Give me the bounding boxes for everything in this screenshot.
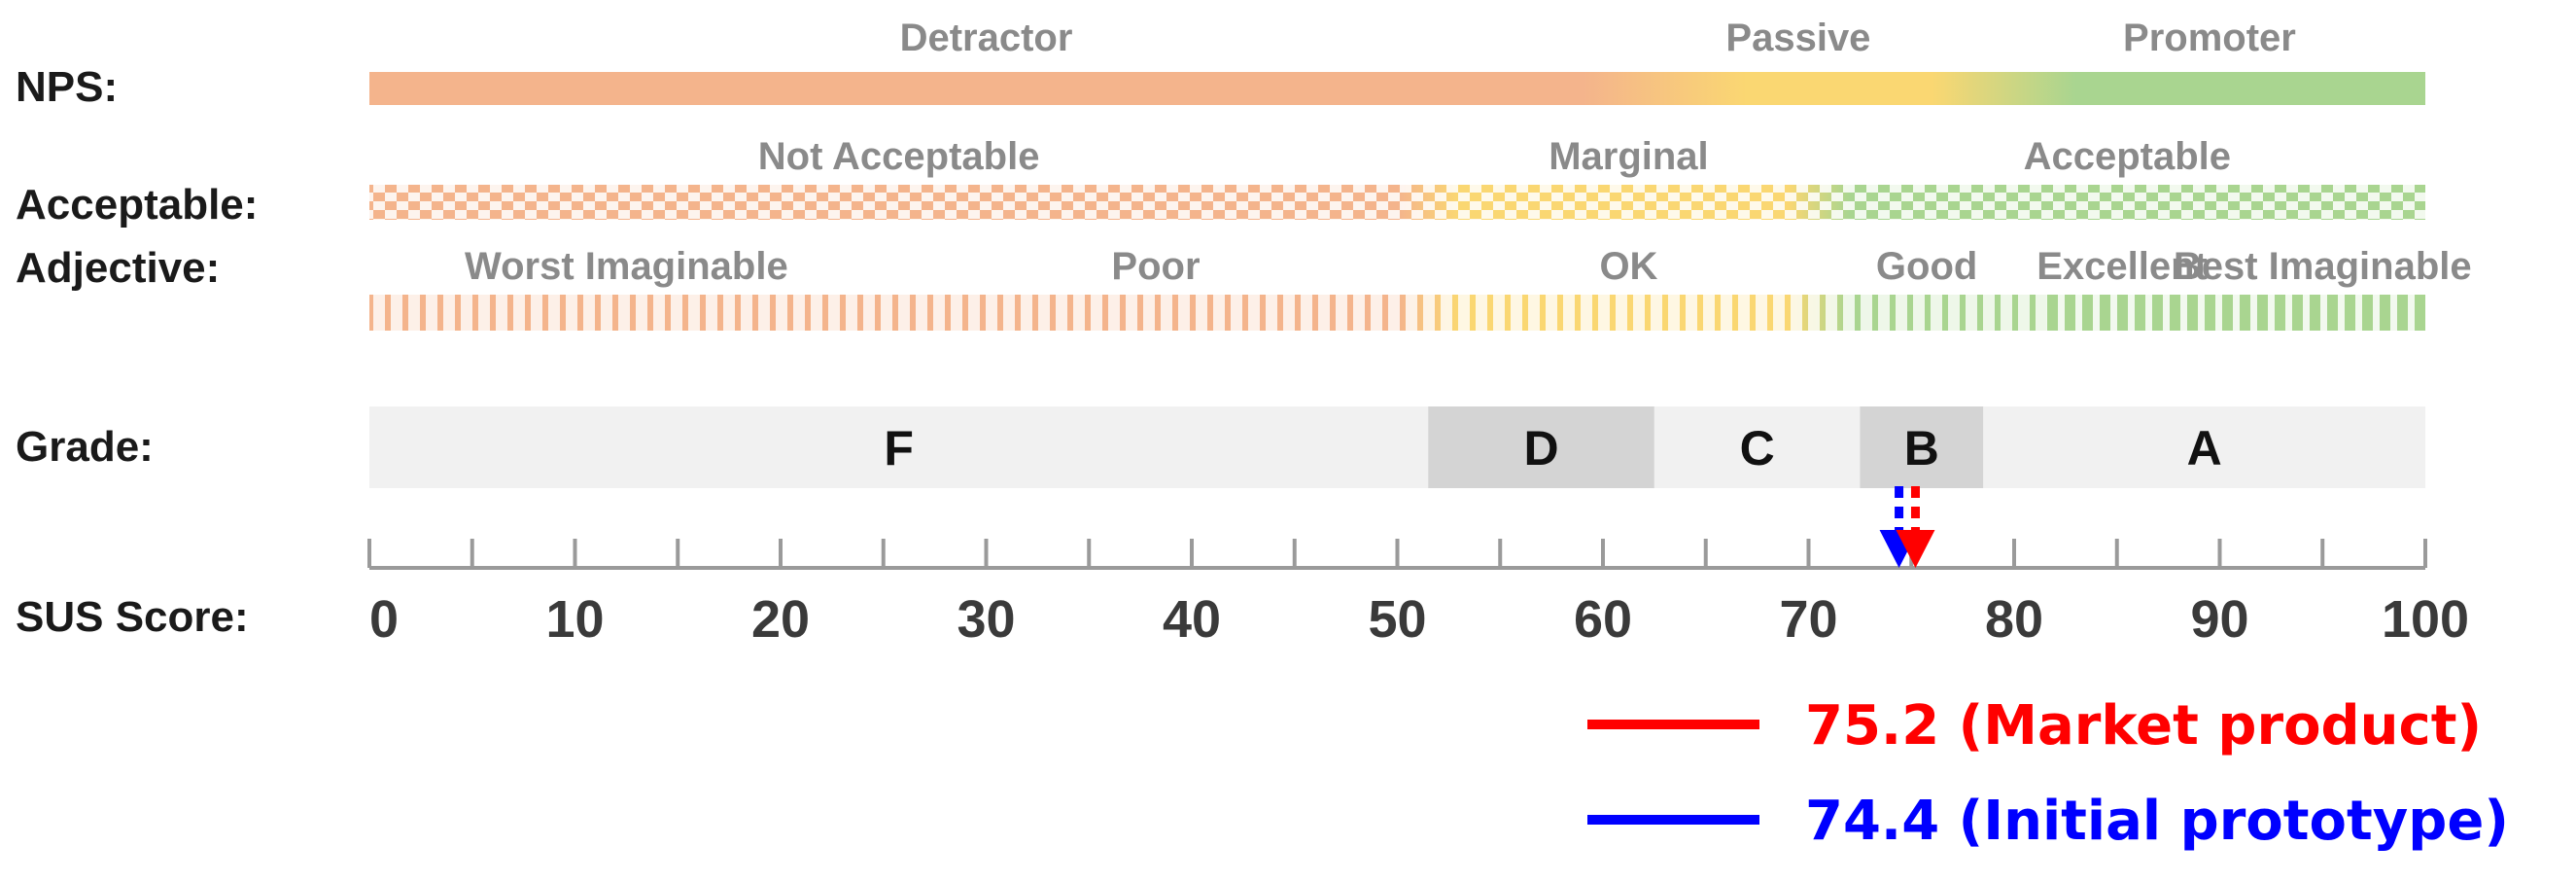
- nps-row-label: NPS:: [16, 63, 118, 111]
- acceptable-category-labels: Not Acceptable Marginal Acceptable: [758, 135, 2231, 178]
- adjective-bar-pattern-sparse: [369, 295, 2046, 331]
- grade-letter-b: B: [1904, 421, 1939, 476]
- grade-letter-f: F: [884, 421, 914, 476]
- legend: 75.2 (Market product) 74.4 (Initial proto…: [1587, 694, 2509, 853]
- adjective-label-excellent: Excellent: [2036, 245, 2208, 288]
- legend-label-0: 75.2 (Market product): [1805, 694, 2482, 758]
- grade-letter-a: A: [2187, 421, 2222, 476]
- tick-label-50: 50: [1368, 590, 1426, 649]
- tick-label-0: 0: [369, 590, 399, 649]
- adjective-row-label: Adjective:: [16, 244, 220, 292]
- tick-label-60: 60: [1574, 590, 1632, 649]
- legend-label-1: 74.4 (Initial prototype): [1805, 790, 2509, 853]
- grade-letter-c: C: [1740, 421, 1775, 476]
- tick-label-10: 10: [545, 590, 604, 649]
- tick-label-90: 90: [2190, 590, 2248, 649]
- tick-label-40: 40: [1163, 590, 1221, 649]
- grade-band-f: [369, 406, 1429, 488]
- grade-band-a: [1983, 406, 2425, 488]
- grade-letter-d: D: [1523, 421, 1558, 476]
- adjective-label-poor: Poor: [1111, 245, 1200, 288]
- adjective-label-worst-imaginable: Worst Imaginable: [465, 245, 788, 288]
- sus-score-axis: 0 10 20 30 40 50 60 70 80 90 100: [367, 539, 2469, 649]
- grade-row-label: Grade:: [16, 423, 154, 471]
- acceptable-label-acceptable: Acceptable: [2024, 135, 2231, 178]
- grade-band-d: [1428, 406, 1654, 488]
- score-markers: [1879, 486, 1935, 568]
- nps-label-promoter: Promoter: [2123, 17, 2296, 59]
- adjective-bar-pattern-dense: [2046, 295, 2425, 331]
- acceptable-bar-pattern: [369, 185, 2425, 220]
- tick-label-80: 80: [1985, 590, 2043, 649]
- adjective-label-best-imaginable: Best Imaginable: [2174, 245, 2472, 288]
- tick-label-20: 20: [751, 590, 810, 649]
- marker-arrow-1: [1896, 530, 1935, 568]
- grade-band-b: [1860, 406, 1984, 488]
- adjective-label-ok: OK: [1599, 245, 1657, 288]
- adjective-category-labels: Worst Imaginable Poor OK Good ExcellentBest …: [465, 245, 2472, 288]
- acceptable-label-not-acceptable: Not Acceptable: [758, 135, 1040, 178]
- acceptable-label-marginal: Marginal: [1549, 135, 1708, 178]
- nps-label-passive: Passive: [1725, 17, 1870, 59]
- acceptable-row-label: Acceptable:: [16, 181, 258, 229]
- tick-label-100: 100: [2382, 590, 2469, 649]
- nps-bar: [369, 72, 2425, 105]
- adjective-label-good: Good: [1876, 245, 1977, 288]
- nps-category-labels: Detractor Passive Promoter: [900, 17, 2296, 59]
- tick-label-30: 30: [957, 590, 1015, 649]
- tick-label-70: 70: [1779, 590, 1837, 649]
- grade-band-c: [1654, 406, 1861, 488]
- nps-label-detractor: Detractor: [900, 17, 1073, 59]
- sus-score-row-label: SUS Score:: [16, 593, 249, 641]
